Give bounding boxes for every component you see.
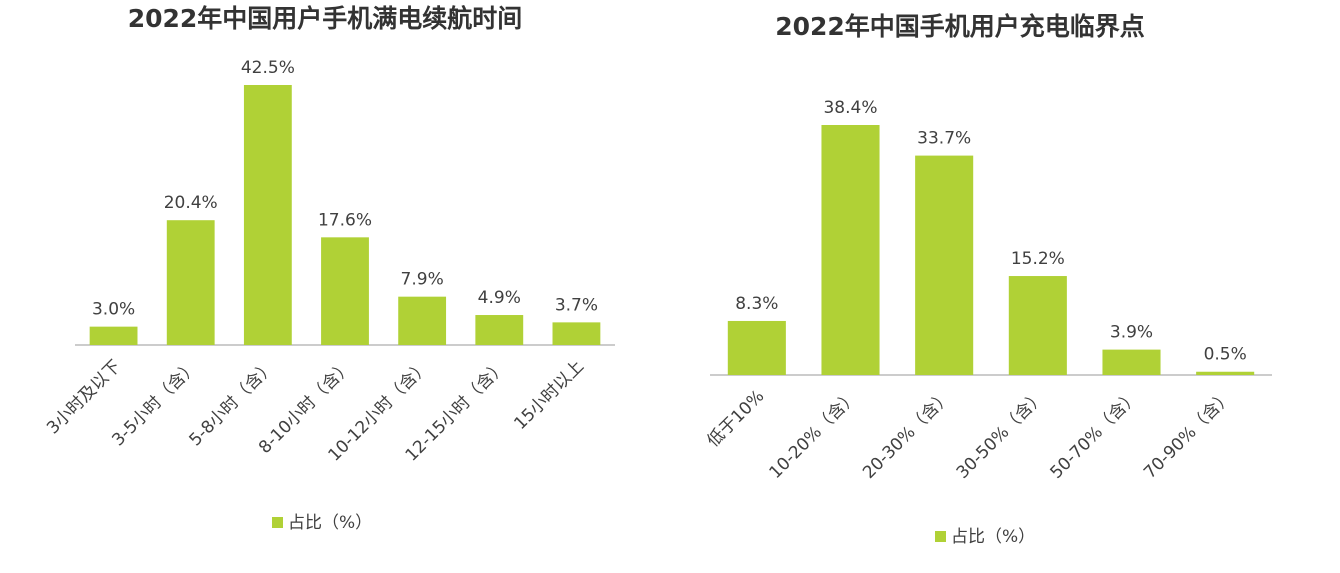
bar <box>1008 276 1067 375</box>
bar <box>243 85 292 345</box>
x-tick-label: 3小时及以下 <box>43 356 125 438</box>
bar <box>915 155 974 375</box>
x-tick-label: 50-70%（含） <box>1046 386 1143 483</box>
bar <box>166 220 215 345</box>
data-label: 3.7% <box>555 295 598 315</box>
chart-title: 2022年中国用户手机满电续航时间 <box>128 4 523 33</box>
data-label: 38.4% <box>823 98 877 118</box>
legend-swatch <box>272 517 283 528</box>
data-label: 7.9% <box>401 270 444 290</box>
x-tick-label: 低于10% <box>703 386 768 451</box>
bar <box>1196 371 1255 375</box>
x-tick-label: 15小时以上 <box>510 356 588 434</box>
bar <box>727 320 786 375</box>
legend-label: 占比（%） <box>951 527 1035 547</box>
data-label: 3.9% <box>1110 323 1153 343</box>
legend-label: 占比（%） <box>288 513 372 533</box>
data-label: 42.5% <box>241 58 295 78</box>
x-tick-label: 20-30%（含） <box>859 386 956 483</box>
data-label: 20.4% <box>164 193 218 213</box>
bar <box>1102 349 1161 375</box>
data-label: 15.2% <box>1011 249 1065 269</box>
chart-title: 2022年中国手机用户充电临界点 <box>775 12 1145 41</box>
x-tick-label: 10-20%（含） <box>765 386 862 483</box>
data-label: 8.3% <box>735 294 778 314</box>
bar <box>475 315 524 345</box>
bar <box>321 237 369 345</box>
bar <box>398 296 447 345</box>
data-label: 17.6% <box>318 210 372 230</box>
bar <box>89 326 138 345</box>
data-label: 4.9% <box>478 288 521 308</box>
legend-swatch <box>935 531 946 542</box>
data-label: 33.7% <box>917 129 971 149</box>
x-tick-label: 30-50%（含） <box>953 386 1050 483</box>
x-tick-label: 70-90%（含） <box>1140 386 1237 483</box>
bar <box>821 125 880 375</box>
data-label: 0.5% <box>1204 345 1247 365</box>
data-label: 3.0% <box>92 300 135 320</box>
bar <box>552 322 601 345</box>
